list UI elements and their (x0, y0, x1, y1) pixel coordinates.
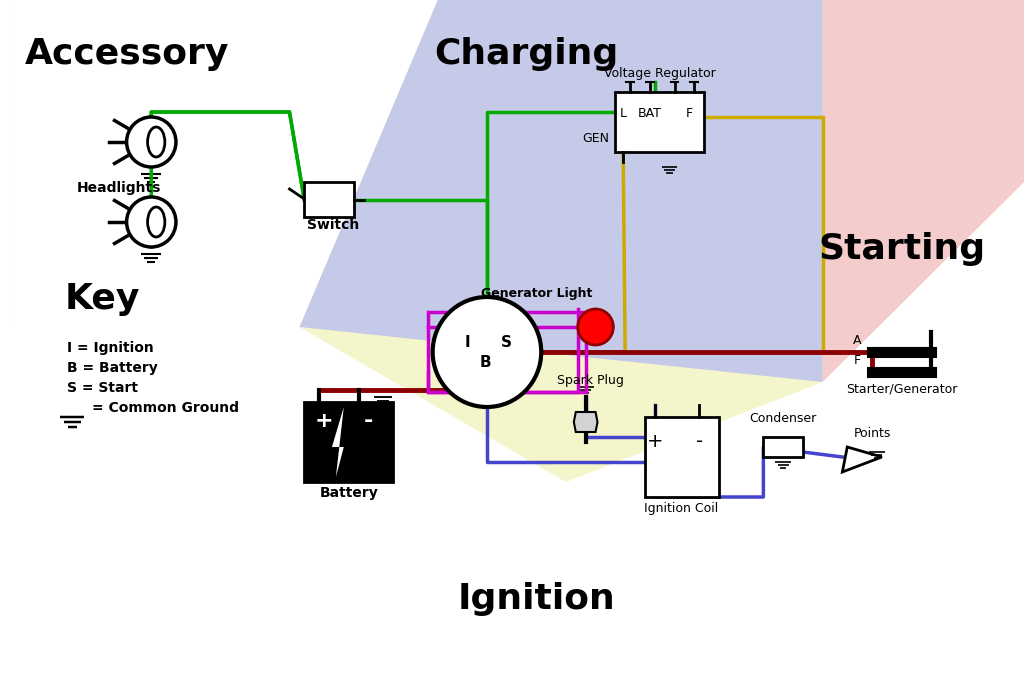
Polygon shape (13, 0, 437, 327)
Ellipse shape (147, 207, 165, 237)
Text: = Common Ground: = Common Ground (92, 401, 239, 415)
Text: Ignition Coil: Ignition Coil (644, 502, 719, 515)
Polygon shape (299, 0, 822, 382)
Text: F: F (854, 354, 861, 367)
Polygon shape (822, 0, 1024, 382)
Bar (645, 417, 719, 497)
Text: F: F (686, 107, 693, 120)
Text: -: - (364, 411, 373, 431)
Polygon shape (299, 0, 1024, 482)
Text: +: + (646, 432, 663, 451)
Text: -: - (695, 432, 702, 451)
Text: A: A (853, 334, 861, 347)
Text: S: S (501, 335, 512, 350)
Text: Condenser: Condenser (750, 412, 817, 425)
Text: Starting: Starting (818, 232, 985, 266)
Text: Generator Light: Generator Light (480, 287, 592, 300)
Text: Accessory: Accessory (25, 37, 228, 71)
Bar (763, 437, 803, 457)
Text: Voltage Regulator: Voltage Regulator (604, 67, 716, 80)
Text: Spark Plug: Spark Plug (557, 374, 624, 387)
Text: Points: Points (853, 427, 891, 440)
Text: GEN: GEN (582, 132, 609, 145)
Circle shape (127, 197, 176, 247)
Text: L: L (620, 107, 627, 120)
Text: B: B (479, 355, 490, 370)
Text: Ignition: Ignition (458, 582, 615, 616)
Text: I = Ignition: I = Ignition (68, 341, 154, 355)
Text: Starter/Generator: Starter/Generator (846, 382, 957, 395)
Polygon shape (13, 0, 437, 327)
Bar (304, 182, 353, 217)
Circle shape (433, 297, 542, 407)
Polygon shape (573, 412, 598, 432)
Text: S = Start: S = Start (68, 381, 138, 395)
Text: Headlights: Headlights (77, 181, 162, 195)
Bar (615, 92, 705, 152)
Text: Key: Key (65, 282, 139, 316)
Text: B = Battery: B = Battery (68, 361, 158, 375)
Text: +: + (314, 411, 334, 431)
Text: Charging: Charging (434, 37, 618, 71)
Polygon shape (332, 407, 344, 477)
Bar (428, 312, 586, 392)
Text: I: I (464, 335, 470, 350)
Text: BAT: BAT (638, 107, 662, 120)
Bar (304, 402, 393, 482)
Ellipse shape (147, 127, 165, 157)
Circle shape (578, 309, 613, 345)
Text: Switch: Switch (307, 218, 359, 232)
Text: Battery: Battery (319, 486, 378, 500)
Circle shape (127, 117, 176, 167)
